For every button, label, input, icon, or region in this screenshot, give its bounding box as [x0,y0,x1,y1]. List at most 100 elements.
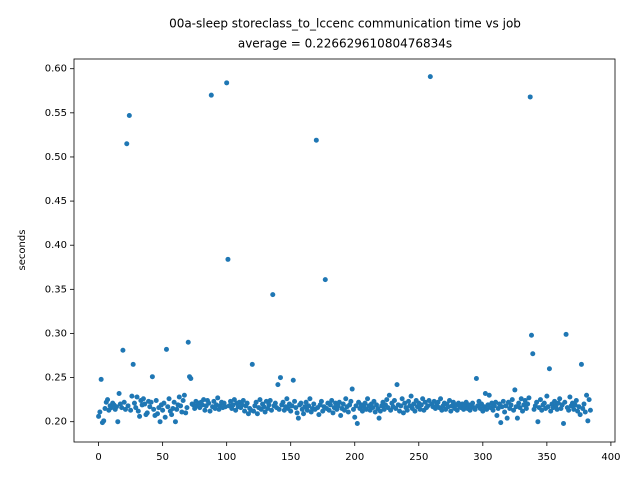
point [537,397,543,403]
point [572,402,578,408]
point [498,420,504,426]
point [97,409,103,415]
point [270,292,276,298]
point [518,396,524,402]
point [566,407,572,413]
x-tick-label: 200 [345,452,364,463]
x-tick-label: 250 [409,452,428,463]
point [161,400,167,406]
point [268,407,274,413]
point [500,398,506,404]
point [249,361,255,367]
y-tick-label: 0.20 [45,417,67,428]
point [370,405,376,411]
point [165,404,171,410]
point [102,405,108,411]
point [514,415,520,421]
point [577,412,583,418]
point [509,397,515,403]
point [381,406,387,412]
point [201,397,207,403]
point [122,406,128,412]
y-axis-label: seconds [17,230,28,271]
point [431,398,437,404]
point [445,404,451,410]
point [447,398,453,404]
point [342,407,347,413]
point [185,339,191,345]
point [199,402,205,408]
point [172,419,178,425]
point [316,412,322,418]
point [231,397,237,403]
point [275,382,281,388]
point [402,400,408,406]
point [412,408,418,414]
point [178,403,184,409]
point [359,408,365,414]
point [490,407,496,413]
point [254,411,260,417]
point [338,413,344,419]
point [340,401,346,407]
point [124,141,130,147]
point [372,409,378,415]
point [544,393,550,399]
point [295,415,301,421]
point [120,347,126,353]
point [320,408,326,414]
point [585,418,591,424]
point [377,408,383,414]
point [244,400,250,406]
point [240,398,246,404]
point [499,404,505,410]
y-tick-label: 0.45 [45,196,67,207]
point [284,396,290,402]
point [345,409,351,415]
point [245,411,251,417]
point [397,408,403,414]
point [170,405,176,411]
point [495,405,501,411]
point [135,408,141,414]
x-tick-label: 400 [601,452,620,463]
point [131,400,137,406]
point [393,405,399,411]
point [98,376,104,382]
point [224,80,230,86]
point [293,405,299,411]
point [363,406,369,412]
point [230,402,236,408]
point [222,404,228,410]
x-tick-label: 350 [537,452,556,463]
point [352,414,358,420]
point [576,404,582,410]
point [426,398,432,404]
point [206,400,212,406]
point [133,405,139,411]
point [121,399,127,405]
point [530,351,536,357]
point [548,408,554,414]
point [376,415,382,421]
point [343,396,349,402]
point [472,406,478,412]
point [513,404,519,410]
point [225,256,231,262]
point [336,399,342,405]
point [482,390,488,396]
point [508,402,514,408]
point [267,398,273,404]
point [169,412,175,418]
point [350,406,356,412]
point [580,405,586,411]
y-tick-label: 0.55 [45,108,67,119]
point [486,392,492,398]
x-tick-label: 50 [156,452,169,463]
point [208,92,214,98]
point [302,404,308,410]
point [527,94,533,100]
point [388,407,394,413]
point [207,408,213,414]
point [391,398,397,404]
